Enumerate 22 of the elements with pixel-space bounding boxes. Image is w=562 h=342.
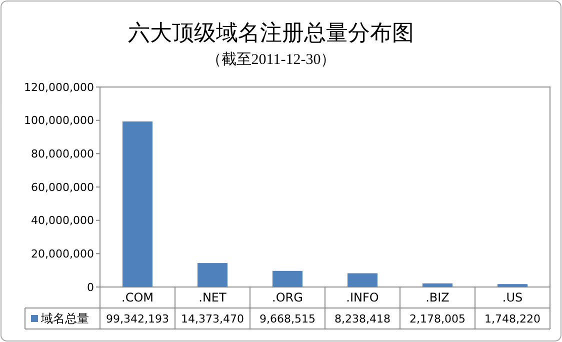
data-label: 2,178,005	[410, 312, 466, 326]
x-tick-label: .US	[502, 290, 523, 305]
y-tick-label: 100,000,000	[24, 114, 94, 128]
data-label: 14,373,470	[181, 312, 244, 326]
data-label: 9,668,515	[260, 312, 316, 326]
data-label: 8,238,418	[334, 312, 390, 326]
chart-title: 六大顶级域名注册总量分布图	[128, 20, 414, 45]
data-label: 99,342,193	[106, 312, 169, 326]
y-tick-label: 80,000,000	[31, 148, 94, 161]
y-tick-label: 20,000,000	[31, 248, 94, 261]
y-tick-label: 40,000,000	[31, 214, 94, 228]
data-label: 1,748,220	[484, 312, 540, 326]
legend-label: 域名总量	[40, 312, 89, 326]
x-tick-label: .ORG	[272, 290, 303, 305]
x-tick-label: .INFO	[346, 290, 379, 305]
x-tick-label: .COM	[122, 290, 154, 305]
chart-subtitle: （截至2011-12-30）	[206, 51, 336, 68]
y-tick-label: 0	[87, 280, 94, 294]
y-tick-label: 60,000,000	[31, 180, 94, 194]
y-tick-label: 120,000,000	[24, 80, 94, 94]
x-tick-label: .NET	[198, 290, 228, 305]
x-tick-label: .BIZ	[426, 290, 450, 305]
